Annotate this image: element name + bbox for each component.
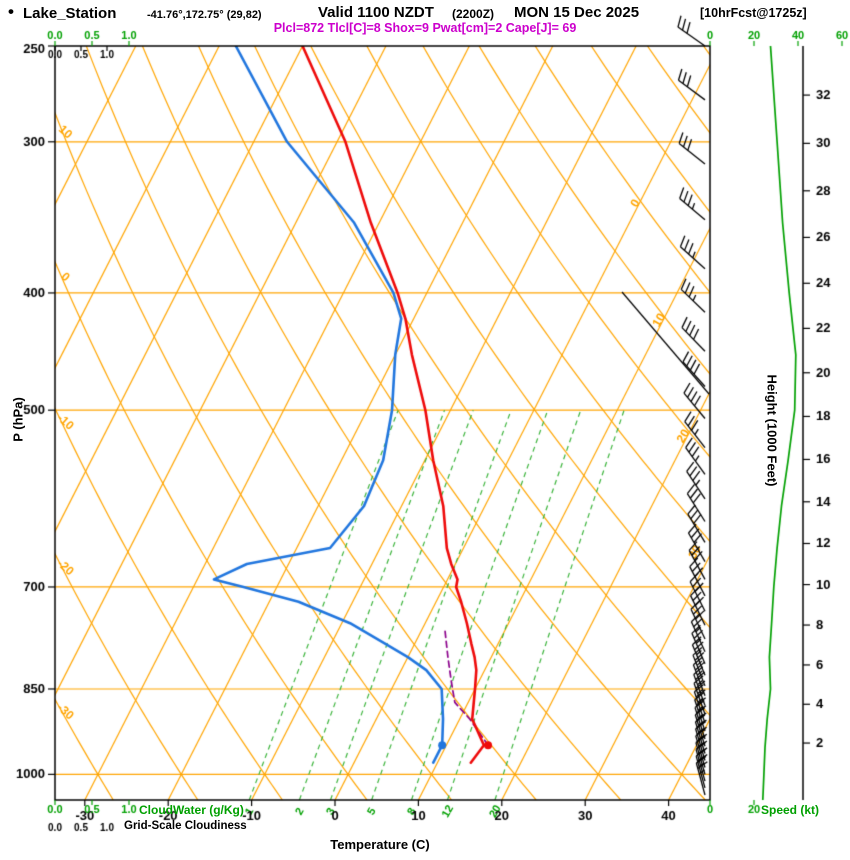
station-title: Lake_Station xyxy=(23,5,117,22)
valid-time-utc: (2200Z) xyxy=(452,7,495,21)
station-coordinates: -41.76°,172.75° (29,82) xyxy=(147,9,262,21)
valid-time-local: Valid 1100 NZDT xyxy=(318,4,434,21)
cloudwater-axis-label: CloudWater (g/Kg) xyxy=(139,803,244,817)
height-axis-label: Height (1000 Feet) xyxy=(764,374,780,487)
cloudiness-axis-label: Grid-Scale Cloudiness xyxy=(124,820,247,832)
forecast-tag: [10hrFcst@1725z] xyxy=(700,6,807,20)
speed-axis-label: Speed (kt) xyxy=(761,803,820,817)
temperature-axis-label: Temperature (C) xyxy=(330,837,430,852)
station-bullet: • xyxy=(8,2,14,21)
valid-date: MON 15 Dec 2025 xyxy=(514,4,640,21)
sounding-indices-line: Plcl=872 Tlcl[C]=8 Shox=9 Pwat[cm]=2 Cap… xyxy=(273,21,577,35)
pressure-axis-label: P (hPa) xyxy=(10,397,26,442)
